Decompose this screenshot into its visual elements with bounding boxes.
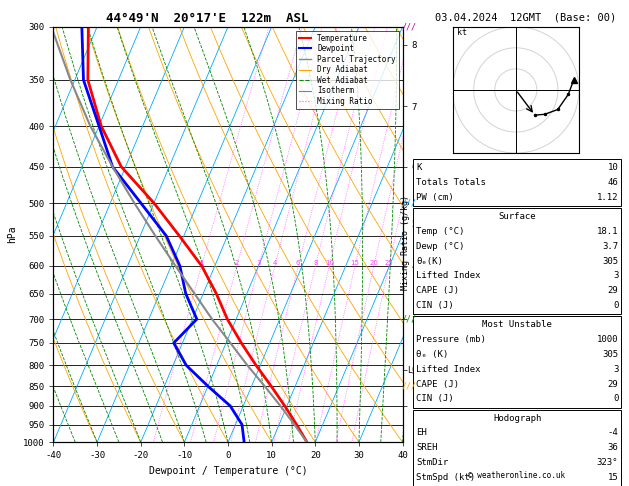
Text: CIN (J): CIN (J) <box>416 394 454 403</box>
Text: 29: 29 <box>608 286 618 295</box>
Text: © weatheronline.co.uk: © weatheronline.co.uk <box>469 471 565 480</box>
Text: ///: /// <box>401 199 416 208</box>
Text: Mixing Ratio (g/kg): Mixing Ratio (g/kg) <box>401 195 410 291</box>
Text: StmSpd (kt): StmSpd (kt) <box>416 473 476 482</box>
Legend: Temperature, Dewpoint, Parcel Trajectory, Dry Adiabat, Wet Adiabat, Isotherm, Mi: Temperature, Dewpoint, Parcel Trajectory… <box>296 31 399 109</box>
Text: ///: /// <box>401 314 416 324</box>
Text: 03.04.2024  12GMT  (Base: 00): 03.04.2024 12GMT (Base: 00) <box>435 12 616 22</box>
Text: 1000: 1000 <box>597 335 618 344</box>
Text: CAPE (J): CAPE (J) <box>416 380 459 389</box>
Text: 3: 3 <box>613 364 618 374</box>
Text: θₑ (K): θₑ (K) <box>416 350 448 359</box>
Text: Dewp (°C): Dewp (°C) <box>416 242 465 251</box>
Text: 20: 20 <box>369 260 378 266</box>
Text: 4: 4 <box>272 260 277 266</box>
Text: θₑ(K): θₑ(K) <box>416 257 443 266</box>
Text: 46: 46 <box>608 178 618 187</box>
Text: Temp (°C): Temp (°C) <box>416 227 465 236</box>
Text: Hodograph: Hodograph <box>493 414 542 423</box>
Text: 323°: 323° <box>597 458 618 467</box>
Text: 15: 15 <box>608 473 618 482</box>
Text: LCL: LCL <box>407 366 421 375</box>
Text: 2: 2 <box>235 260 239 266</box>
Text: 1: 1 <box>199 260 204 266</box>
Text: -4: -4 <box>608 428 618 437</box>
Text: 25: 25 <box>384 260 393 266</box>
Text: ///: /// <box>401 382 416 391</box>
Text: Totals Totals: Totals Totals <box>416 178 486 187</box>
Text: 3: 3 <box>613 271 618 280</box>
Text: 44°49'N  20°17'E  122m  ASL: 44°49'N 20°17'E 122m ASL <box>106 12 309 25</box>
Text: 36: 36 <box>608 443 618 452</box>
Text: EH: EH <box>416 428 427 437</box>
Text: Lifted Index: Lifted Index <box>416 364 481 374</box>
Text: Surface: Surface <box>499 212 536 221</box>
Text: Lifted Index: Lifted Index <box>416 271 481 280</box>
Text: 3.7: 3.7 <box>602 242 618 251</box>
Text: 3: 3 <box>257 260 261 266</box>
Text: 0: 0 <box>613 301 618 310</box>
Text: Most Unstable: Most Unstable <box>482 320 552 330</box>
Text: 10: 10 <box>608 163 618 173</box>
Text: 8: 8 <box>313 260 318 266</box>
Text: PW (cm): PW (cm) <box>416 193 454 202</box>
Text: 1.12: 1.12 <box>597 193 618 202</box>
Text: Pressure (mb): Pressure (mb) <box>416 335 486 344</box>
Text: StmDir: StmDir <box>416 458 448 467</box>
X-axis label: Dewpoint / Temperature (°C): Dewpoint / Temperature (°C) <box>148 466 308 476</box>
Text: 0: 0 <box>613 394 618 403</box>
Text: 305: 305 <box>602 350 618 359</box>
Text: ///: /// <box>401 22 416 31</box>
Text: 6: 6 <box>296 260 301 266</box>
Text: SREH: SREH <box>416 443 438 452</box>
Text: 10: 10 <box>325 260 334 266</box>
Text: K: K <box>416 163 422 173</box>
Text: CIN (J): CIN (J) <box>416 301 454 310</box>
Text: 18.1: 18.1 <box>597 227 618 236</box>
Y-axis label: hPa: hPa <box>8 226 18 243</box>
Text: CAPE (J): CAPE (J) <box>416 286 459 295</box>
Text: 15: 15 <box>350 260 359 266</box>
Text: 305: 305 <box>602 257 618 266</box>
Y-axis label: km
ASL: km ASL <box>420 227 439 242</box>
Text: kt: kt <box>457 28 467 37</box>
Text: 29: 29 <box>608 380 618 389</box>
